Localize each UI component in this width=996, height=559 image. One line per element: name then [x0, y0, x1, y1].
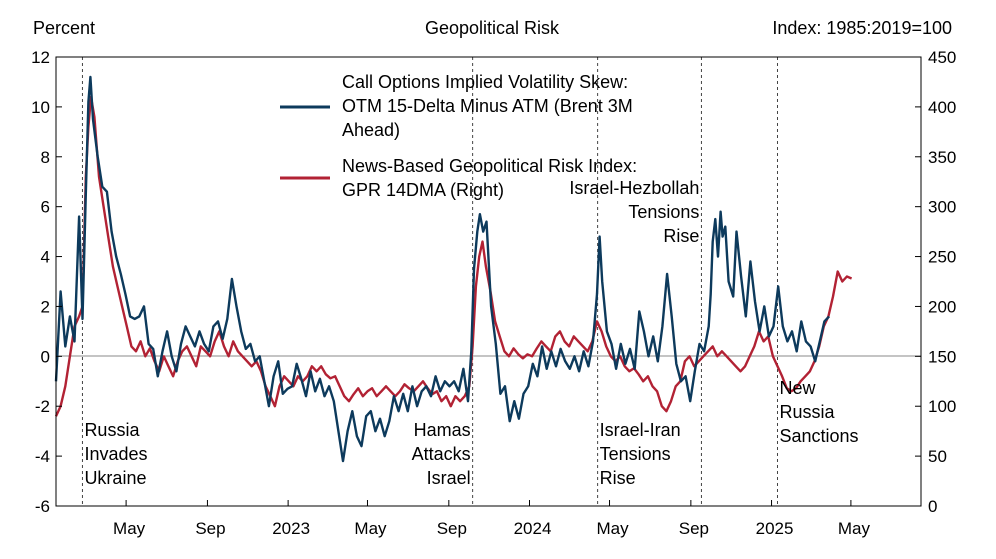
- x-tick-label: May: [596, 519, 629, 538]
- event-label: Russia Invades Ukraine: [84, 420, 147, 488]
- left-tick-label: 4: [41, 248, 50, 267]
- left-tick-label: -6: [35, 497, 50, 516]
- right-tick-label: 300: [928, 198, 956, 217]
- left-axis-unit: Percent: [33, 18, 95, 38]
- event-label: Hamas Attacks Israel: [412, 420, 471, 488]
- event-label: Israel-Hezbollah Tensions Rise: [569, 178, 699, 246]
- left-tick-label: -4: [35, 447, 50, 466]
- event-label: New Russia Sanctions: [779, 378, 858, 446]
- right-tick-label: 150: [928, 347, 956, 366]
- right-tick-label: 400: [928, 98, 956, 117]
- x-tick-label: May: [113, 519, 146, 538]
- x-tick-label: Sep: [195, 519, 225, 538]
- right-tick-label: 0: [928, 497, 937, 516]
- right-tick-label: 450: [928, 48, 956, 67]
- event-labels: Russia Invades Ukraine Hamas Attacks Israel Is…: [84, 178, 858, 488]
- legend-label-gpr: News-Based Geopolitical Risk Index: GPR 1…: [342, 156, 637, 200]
- x-tick-label: Sep: [437, 519, 467, 538]
- legend: Call Options Implied Volatility Skew: OTM…: [280, 72, 637, 200]
- x-tick-label: 2023: [272, 519, 310, 538]
- right-tick-label: 200: [928, 297, 956, 316]
- plot-frame: [55, 56, 922, 507]
- right-tick-label: 100: [928, 397, 956, 416]
- event-label: Israel-Iran Tensions Rise: [600, 420, 681, 488]
- gpr-line: [54, 95, 853, 417]
- data-series: [54, 75, 853, 463]
- x-tick-label: 2025: [756, 519, 794, 538]
- left-tick-label: 8: [41, 148, 50, 167]
- x-axis: May Sep 2023 May Sep 2024 May Sep 2025 May: [113, 500, 870, 538]
- left-tick-label: 12: [31, 48, 50, 67]
- right-tick-label: 50: [928, 447, 947, 466]
- right-tick-label: 350: [928, 148, 956, 167]
- right-y-axis: 450 400 350 300 250 200 150 100 50 0: [915, 48, 956, 516]
- x-tick-label: May: [354, 519, 387, 538]
- right-tick-label: 250: [928, 248, 956, 267]
- left-tick-label: 10: [31, 98, 50, 117]
- skew-line: [54, 75, 830, 463]
- left-tick-label: 2: [41, 297, 50, 316]
- legend-label-skew: Call Options Implied Volatility Skew: OTM…: [342, 72, 633, 140]
- x-tick-label: May: [838, 519, 871, 538]
- left-tick-label: -2: [35, 397, 50, 416]
- x-tick-label: Sep: [679, 519, 709, 538]
- left-tick-label: 6: [41, 198, 50, 217]
- chart-title: Geopolitical Risk: [425, 18, 560, 38]
- left-y-axis: 12 10 8 6 4 2 0 -2 -4 -6: [31, 48, 62, 516]
- right-axis-unit: Index: 1985:2019=100: [772, 18, 952, 38]
- x-tick-label: 2024: [514, 519, 552, 538]
- left-tick-label: 0: [41, 347, 50, 366]
